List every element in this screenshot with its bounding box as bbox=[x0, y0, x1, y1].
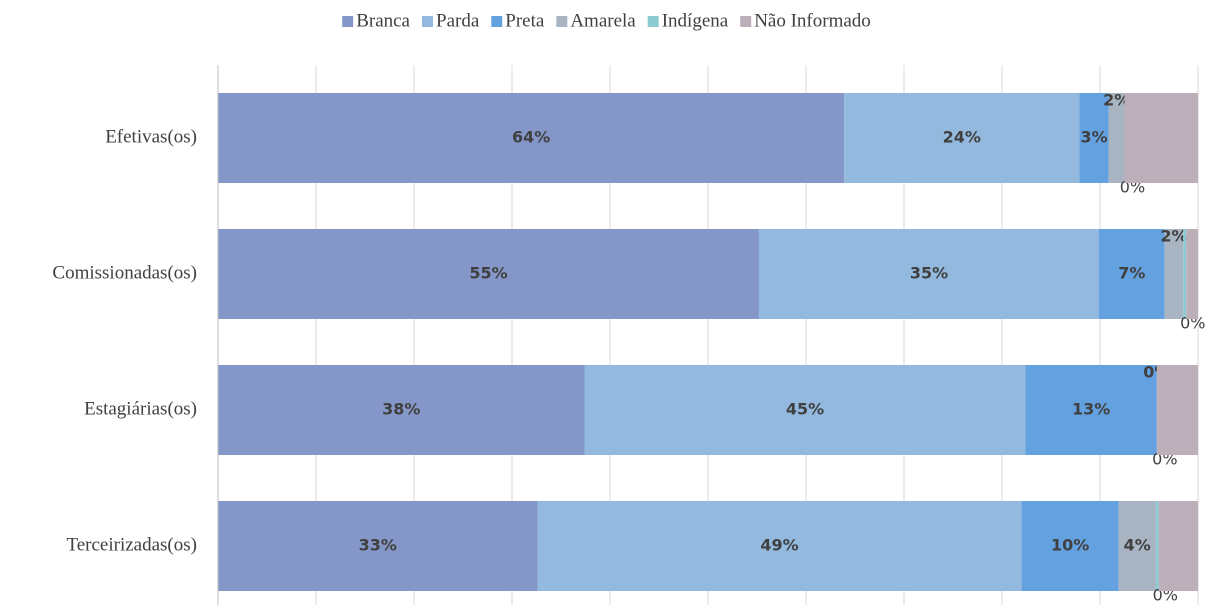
y-tick-label: Efetivas(os) bbox=[105, 126, 197, 147]
bar-segment bbox=[1158, 501, 1198, 591]
data-label: 2% bbox=[1160, 227, 1187, 246]
legend-swatch bbox=[422, 16, 433, 27]
legend-label: Branca bbox=[356, 10, 410, 31]
bar-segment bbox=[758, 229, 1100, 319]
bar-segment bbox=[218, 229, 759, 319]
legend-label: Não Informado bbox=[754, 10, 871, 31]
bar-segment bbox=[1118, 501, 1156, 591]
legend-label: Amarela bbox=[570, 10, 636, 31]
data-label: 4% bbox=[1124, 536, 1151, 555]
data-label: 45% bbox=[786, 400, 824, 419]
legend-swatch bbox=[740, 16, 752, 27]
data-label: 24% bbox=[943, 128, 981, 147]
bar-segment bbox=[1079, 93, 1109, 183]
legend-swatch bbox=[342, 16, 354, 27]
data-label: 38% bbox=[382, 400, 420, 419]
bar-segment bbox=[218, 501, 538, 591]
bar-segment bbox=[1021, 501, 1119, 591]
data-label: 49% bbox=[760, 536, 798, 555]
bar-segment bbox=[1099, 229, 1165, 319]
legend-swatch bbox=[491, 16, 503, 27]
y-tick-label: Estagiárias(os) bbox=[84, 398, 197, 419]
bar-segment bbox=[537, 501, 1022, 591]
y-tick-label: Comissionadas(os) bbox=[52, 262, 197, 283]
data-label: 35% bbox=[910, 264, 948, 283]
bar-segment bbox=[1186, 229, 1198, 319]
bar-segment bbox=[1183, 229, 1187, 319]
bar-segment bbox=[1156, 365, 1198, 455]
legend-swatch bbox=[647, 16, 659, 27]
data-label: 33% bbox=[359, 536, 397, 555]
legend-label: Parda bbox=[436, 10, 480, 31]
y-tick-label: Terceirizadas(os) bbox=[66, 534, 197, 555]
bar-segment bbox=[218, 93, 845, 183]
legend-label: Indígena bbox=[662, 10, 729, 31]
data-label: 2% bbox=[1103, 91, 1130, 110]
bar-segment bbox=[844, 93, 1080, 183]
data-label: 10% bbox=[1051, 536, 1089, 555]
bar-segment bbox=[1155, 501, 1159, 591]
data-label: 7% bbox=[1118, 264, 1145, 283]
legend-swatch bbox=[556, 16, 568, 27]
bar-segment bbox=[1164, 229, 1184, 319]
bar-segment bbox=[1108, 93, 1125, 183]
bar-segment bbox=[1124, 93, 1198, 183]
legend-label: Preta bbox=[505, 10, 545, 31]
data-label: 13% bbox=[1072, 400, 1110, 419]
bar-segment bbox=[218, 365, 585, 455]
bar-segment bbox=[584, 365, 1026, 455]
data-label: 55% bbox=[469, 264, 507, 283]
bar-segment bbox=[1025, 365, 1157, 455]
data-label: 64% bbox=[512, 128, 550, 147]
data-label: 3% bbox=[1081, 128, 1108, 147]
